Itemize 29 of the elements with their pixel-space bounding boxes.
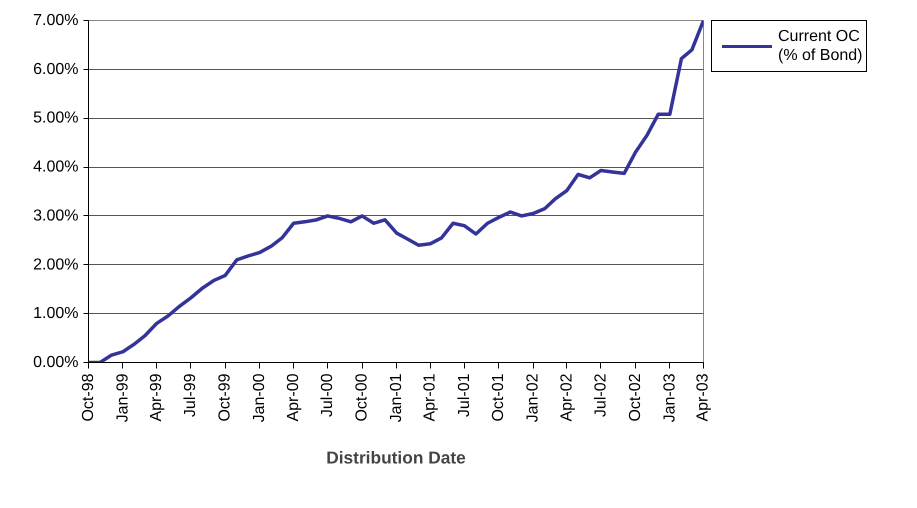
y-tick-label: 2.00% [33,256,79,274]
y-tick-label: 3.00% [33,207,79,224]
x-tick-label: Jan-02 [524,373,542,422]
x-tick-label: Oct-01 [490,373,508,422]
x-tick-label: Jul-99 [182,373,200,418]
x-tick-label: Oct-98 [80,373,97,422]
x-tick-label: Apr-01 [422,373,439,422]
y-tick-label: 4.00% [33,158,79,176]
x-axis-title: Distribution Date [326,447,466,468]
x-tick-label: Jan-99 [114,373,132,422]
x-tick-label: Oct-00 [354,373,371,422]
x-tick-label: Jan-03 [661,373,678,422]
x-tick-label: Jul-00 [319,373,336,418]
x-tick-label: Apr-99 [148,373,166,422]
x-tick-label: Oct-99 [216,373,234,422]
y-tick-label: 0.00% [33,354,79,371]
x-tick-label: Apr-00 [285,373,302,422]
x-tick-label: Jan-00 [251,373,268,422]
y-tick-label: 5.00% [33,110,79,127]
x-tick-label: Apr-03 [694,373,712,422]
x-tick-label: Jul-02 [592,373,610,418]
legend-label: Current OC (% of Bond) [778,27,862,66]
x-tick-label: Jul-01 [456,373,473,418]
x-tick-label: Oct-02 [626,373,644,422]
y-tick-label: 1.00% [33,305,79,322]
y-tick-label: 7.00% [33,12,79,29]
x-tick-label: Jan-01 [388,373,406,422]
y-tick-label: 6.00% [33,60,79,78]
x-tick-label: Apr-02 [558,373,576,422]
